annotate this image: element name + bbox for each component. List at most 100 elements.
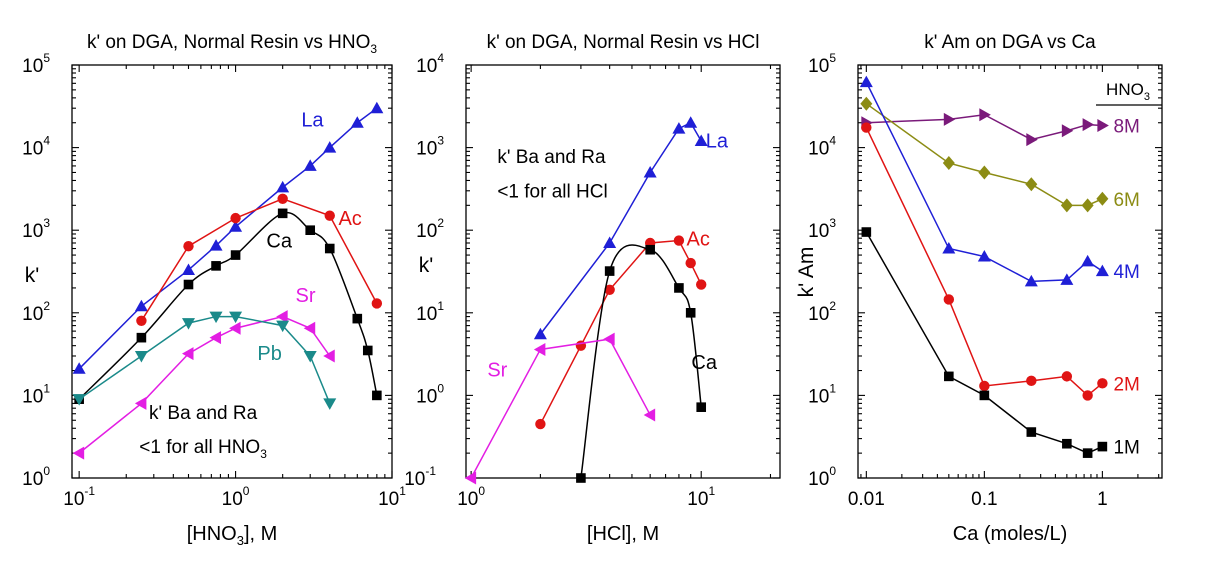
data-point — [1082, 448, 1093, 458]
data-point — [643, 408, 656, 422]
y-tick-label-part: 10 — [416, 221, 437, 242]
plot-frame — [71, 64, 393, 479]
data-point — [861, 122, 872, 133]
x-axis-label-sub: 3 — [237, 533, 244, 548]
y-tick-label: 102 — [22, 299, 50, 325]
data-point — [209, 331, 222, 345]
data-point — [977, 250, 991, 262]
series-Sr — [464, 332, 656, 485]
y-tick-label-part: 10 — [808, 386, 829, 407]
chart-title: k' on DGA, Normal Resin vs HNO3 — [87, 32, 377, 56]
y-tick-label: 101 — [416, 299, 444, 325]
legend-title-part: HNO — [1106, 80, 1144, 99]
y-tick-label-part: 10 — [22, 139, 43, 160]
y-tick-label: 102 — [808, 299, 836, 325]
data-point — [1082, 118, 1095, 132]
data-point — [323, 349, 335, 363]
y-tick-label-sup: 1 — [437, 299, 444, 313]
data-point — [181, 263, 195, 275]
series-label: 1M — [1113, 438, 1139, 459]
series-label: Ca — [691, 352, 717, 374]
chart-title-part: k' on DGA, Normal Resin vs HCl — [487, 32, 760, 53]
series-4M — [859, 75, 1109, 287]
data-point — [643, 165, 657, 178]
y-tick-label-part: 10 — [416, 56, 437, 77]
x-tick-label-part: 0.1 — [971, 489, 997, 510]
series-Ac — [535, 235, 707, 430]
series-label-part: Sr — [296, 285, 316, 307]
series-label-part: 8M — [1113, 117, 1139, 138]
data-point — [303, 321, 316, 335]
x-tick-label-part: 10 — [222, 489, 243, 510]
series-label-part: Ac — [686, 229, 709, 251]
data-point — [859, 75, 873, 88]
series-line — [78, 107, 378, 370]
data-point — [533, 342, 546, 356]
series-Ca — [74, 208, 382, 404]
y-tick-label-part: 10 — [22, 56, 43, 77]
y-tick-label-sup: 5 — [43, 51, 50, 65]
data-point — [72, 362, 86, 374]
y-tick-label-sup: 1 — [43, 381, 50, 395]
series-line — [140, 197, 378, 322]
y-tick-label-sup: 2 — [43, 299, 50, 313]
series-label: 8M — [1113, 117, 1139, 138]
y-tick-label-part: 10 — [416, 304, 437, 325]
data-point — [575, 340, 587, 351]
y-tick-label-sup: 2 — [829, 299, 836, 313]
y-tick-label-part: 10 — [22, 469, 43, 490]
x-axis-label-part: [HCl], M — [587, 523, 659, 545]
x-tick-label-sup: 1 — [708, 484, 715, 498]
series-label-part: 4M — [1113, 262, 1139, 283]
x-tick-label-part: 10 — [63, 489, 84, 510]
series-label: La — [301, 110, 324, 132]
data-point — [1025, 177, 1038, 192]
data-point — [324, 210, 335, 221]
x-axis-label-part: [HNO — [187, 523, 237, 545]
series-label: Pb — [257, 343, 281, 365]
x-tick-label: 0.1 — [971, 489, 997, 510]
y-tick-label: 105 — [22, 51, 50, 77]
data-point — [229, 311, 243, 324]
x-tick-label: 101 — [687, 484, 715, 510]
data-point — [350, 116, 364, 128]
y-tick-label-part: 10 — [416, 386, 437, 407]
y-tick-label-sup: 0 — [829, 464, 836, 478]
data-point — [684, 116, 698, 128]
y-tick-label-part: 10 — [22, 304, 43, 325]
chart-title: k' Am on DGA vs Ca — [924, 32, 1096, 53]
data-point — [134, 396, 147, 410]
data-point — [1097, 378, 1108, 389]
series-1M — [861, 227, 1108, 458]
x-axis-label: [HCl], M — [587, 523, 659, 545]
data-point — [1097, 119, 1109, 133]
series-Pb — [72, 311, 337, 410]
data-point — [276, 310, 288, 324]
series-label: La — [706, 131, 729, 153]
y-tick-label: 100 — [808, 464, 836, 490]
series-label-part: Ac — [338, 208, 361, 230]
series-label-part: Ca — [691, 352, 717, 374]
ticks — [466, 64, 780, 479]
data-point — [181, 318, 195, 330]
data-point — [979, 390, 990, 401]
x-axis-label-part: Ca (moles/L) — [953, 523, 1067, 545]
y-tick-label-part: 10 — [808, 221, 829, 242]
data-point — [1024, 274, 1038, 287]
data-point — [978, 165, 991, 180]
data-point — [323, 398, 337, 410]
data-point — [1026, 375, 1037, 387]
y-tick-label: 102 — [416, 216, 444, 242]
y-tick-label-part: 10 — [22, 221, 43, 242]
y-tick-label-sup: 0 — [43, 464, 50, 478]
x-tick-label-part: 10 — [378, 489, 399, 510]
data-point — [324, 243, 335, 254]
y-tick-label: 104 — [808, 134, 836, 160]
data-point — [277, 208, 288, 219]
data-point — [183, 279, 194, 290]
series-label-part: 1M — [1113, 438, 1139, 459]
data-point — [673, 235, 685, 246]
